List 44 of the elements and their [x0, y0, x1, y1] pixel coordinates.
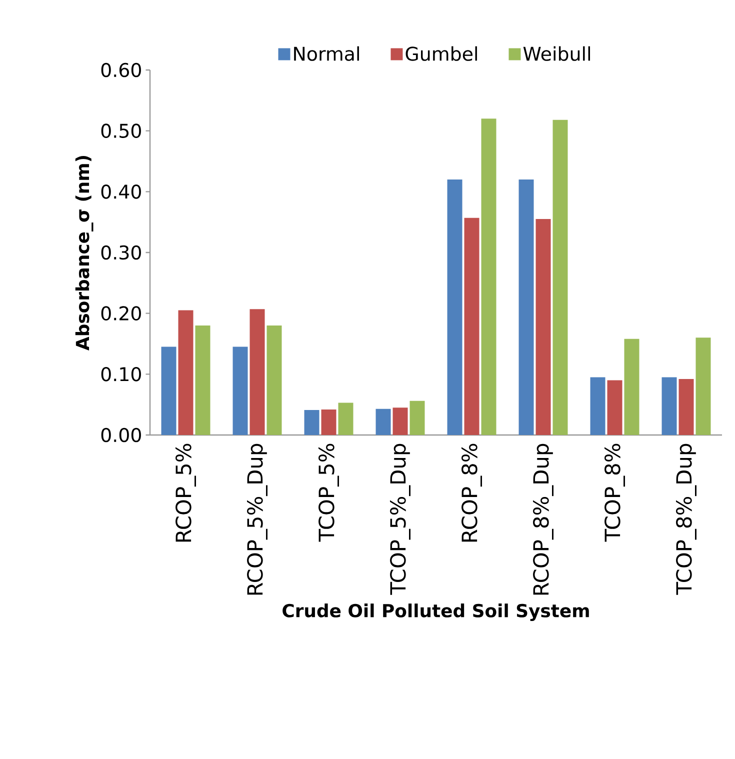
bar: [678, 379, 694, 435]
bar: [376, 408, 391, 435]
bar: [464, 218, 480, 435]
x-tick-label: RCOP_8%_Dup: [533, 444, 554, 595]
bar: [607, 380, 622, 435]
y-tick-label: 0.50: [101, 124, 141, 138]
bar: [518, 179, 534, 435]
bar: [536, 219, 551, 435]
bar: [590, 377, 606, 435]
y-tick-label: 0.40: [101, 184, 141, 199]
x-tick-label: TCOP_5%_Dup: [390, 444, 410, 595]
y-axis-title: Absorbance_σ (nm): [75, 156, 94, 350]
bar: [447, 179, 462, 435]
x-tick-label: TCOP_8%_Dup: [676, 444, 696, 595]
legend-label: Normal: [294, 46, 359, 61]
bar: [696, 338, 711, 435]
bar: [552, 120, 568, 435]
bar: [321, 409, 336, 435]
y-tick-label: 0.60: [101, 62, 141, 78]
bar: [304, 410, 320, 435]
x-tick-label: RCOP_5%_Dup: [247, 444, 268, 595]
y-tick-label: 0.00: [101, 428, 141, 442]
bar: [410, 400, 425, 435]
bar: [266, 326, 282, 435]
bar: [250, 309, 265, 435]
x-tick-label: TCOP_5%: [318, 444, 339, 542]
x-tick-label: RCOP_5%: [176, 444, 196, 542]
y-tick-label: 0.20: [101, 306, 141, 320]
bar: [481, 118, 496, 435]
bar: [178, 310, 194, 435]
bar: [161, 346, 176, 435]
bar: [195, 326, 210, 435]
legend-label: Weibull: [523, 46, 590, 61]
bar: [662, 377, 677, 435]
x-tick-label: RCOP_8%: [462, 444, 482, 542]
bar: [392, 408, 408, 435]
legend-label: Gumbel: [406, 46, 477, 61]
x-tick-label: TCOP_8%: [604, 444, 625, 542]
bar: [624, 338, 640, 435]
bar: [232, 346, 248, 435]
y-tick-label: 0.30: [101, 245, 141, 260]
y-tick-label: 0.10: [101, 367, 141, 382]
x-axis-title: Crude Oil Polluted Soil System: [282, 604, 589, 622]
bar: [338, 402, 354, 435]
